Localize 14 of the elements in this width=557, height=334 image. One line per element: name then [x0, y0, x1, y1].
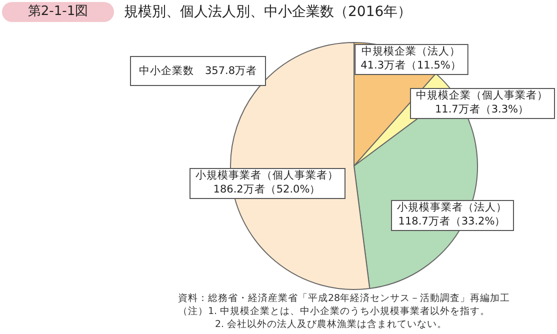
slice-label: 中規模企業（個人事業者）	[416, 88, 548, 102]
slice-label: 小規模事業者（個人事業者）	[196, 168, 338, 182]
data-label: 11.7万者（3.3%）	[434, 102, 530, 116]
text: 資料：総務省・経済産業省「平成28年経済センサス－活動調査」再編加工	[178, 292, 510, 305]
data-label: 186.2万者（52.0%）	[213, 182, 321, 196]
slice-label: 中規模企業（法人）	[362, 44, 460, 58]
text: （注）1. 中規模企業とは、中小企業のうち小規模事業者以外を指す。	[178, 305, 492, 318]
slice-label: 小規模事業者（法人）	[397, 200, 507, 214]
data-label: 41.3万者（11.5%）	[360, 58, 462, 72]
text: 中小企業数 357.8万者	[130, 56, 266, 86]
data-label: 118.7万者（33.2%）	[398, 214, 506, 228]
text: 第2-1-1図	[2, 2, 114, 22]
chart-title: 規模別、個人法人別、中小企業数（2016年）	[124, 3, 412, 21]
text: 2. 会社以外の法人及び農林漁業は含まれていない。	[214, 318, 448, 331]
